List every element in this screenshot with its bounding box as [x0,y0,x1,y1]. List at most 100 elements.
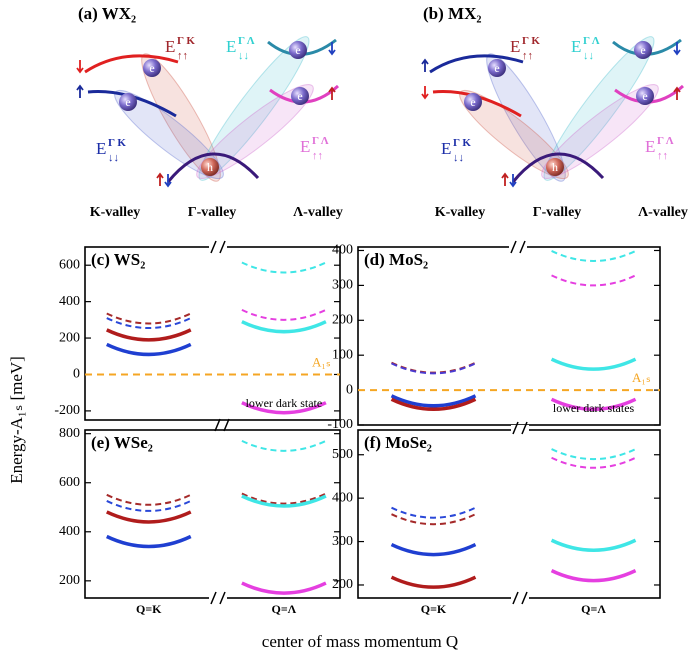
dispersion-curve [241,439,327,452]
annotation: lower dark state [246,396,323,410]
exciton-cloud [486,53,566,182]
dispersion-curve [105,534,192,549]
x-tick-label: Q=Λ [581,602,606,616]
energy-symbol: E [441,139,451,158]
electron [464,93,482,111]
spin-arrow [509,174,517,188]
spin-arrow [673,42,681,56]
dispersion-curve [241,581,327,595]
reference-label: A₁ₛ [312,354,331,369]
energy-sup: Γ K [177,35,195,47]
hole-label: h [207,160,213,174]
y-axis-label: Energy-A₁ₛ [meV] [7,356,26,484]
y-tick-label: 600 [59,475,80,490]
exciton-cloud [141,53,221,182]
dispersion-curve [241,308,327,321]
dispersion-curve [390,575,477,589]
valley-label: K-valley [435,205,486,220]
break-mark [214,418,230,432]
electron [634,41,652,59]
band [166,152,260,183]
break-mark [512,421,528,435]
energy-sup: Γ K [522,35,540,47]
break-mark [210,240,226,254]
y-tick-label: 200 [59,573,80,588]
break-mark [512,591,528,605]
y-tick-label: 600 [59,257,80,272]
energy-symbol: E [165,37,175,56]
electron-label: e [494,61,499,75]
electron [488,59,506,77]
break-gap [511,425,529,431]
break-mark [210,591,226,605]
electron [289,41,307,59]
dispersion-curve [551,274,636,287]
break-gap [209,244,227,250]
x-axis-label: center of mass momentum Q [262,632,458,651]
y-tick-label: 100 [332,347,353,362]
plot-frame [84,246,341,421]
dispersion-curve [105,510,192,524]
x-tick-label: Q=K [136,602,162,616]
dispersion-curve [241,492,327,505]
electron-label: e [149,61,154,75]
y-tick-label: -100 [327,417,353,432]
dispersion-curve [550,357,637,371]
exciton-cloud [543,36,655,181]
dispersion-curve [550,397,637,412]
energy-sub: ↑↑ [177,50,188,62]
y-tick-label: 0 [346,382,353,397]
x-tick-label: Q=Λ [272,602,297,616]
panel-title: (c) WS₂ [91,250,145,269]
panel-title: (d) MoS₂ [364,250,428,269]
dispersion-curve [390,543,477,557]
y-tick-label: 300 [332,278,353,293]
y-tick-label: 200 [332,577,353,592]
dispersion-curve [551,456,636,469]
energy-sub: ↓↓ [108,152,119,164]
energy-sub: ↓↓ [583,50,594,62]
electron-label: e [642,89,647,103]
spin-arrow [328,42,336,56]
dispersion-curve [550,538,637,552]
spin-arrow [76,84,84,98]
panel-title: (e) WSe₂ [91,433,153,452]
dispersion-curve [106,500,192,512]
exciton-cloud [198,36,310,181]
energy-sup: Γ Λ [583,35,600,47]
dispersion-curve [551,250,636,262]
dispersion-curve [106,493,192,506]
energy-symbol: E [300,137,310,156]
dispersion-curve [241,261,327,274]
y-tick-label: 500 [332,447,353,462]
energy-symbol: E [510,37,520,56]
panel-title: (a) WX₂ [78,4,136,23]
energy-sub: ↑↑ [312,150,323,162]
valley-label: Γ-valley [533,205,582,220]
spin-arrow [673,86,681,100]
break-gap [209,595,227,601]
y-tick-label: 800 [59,426,80,441]
y-tick-label: 400 [59,294,80,309]
spin-arrow [328,86,336,100]
energy-symbol: E [96,139,106,158]
energy-symbol: E [645,137,655,156]
dispersion-curve [105,328,192,342]
break-gap [511,595,529,601]
x-tick-label: Q=K [421,602,447,616]
hole [201,158,219,176]
y-tick-label: 400 [332,243,353,258]
y-tick-label: 200 [332,313,353,328]
electron [291,87,309,105]
plot-frame [357,429,661,599]
energy-sup: Γ Λ [312,135,329,147]
